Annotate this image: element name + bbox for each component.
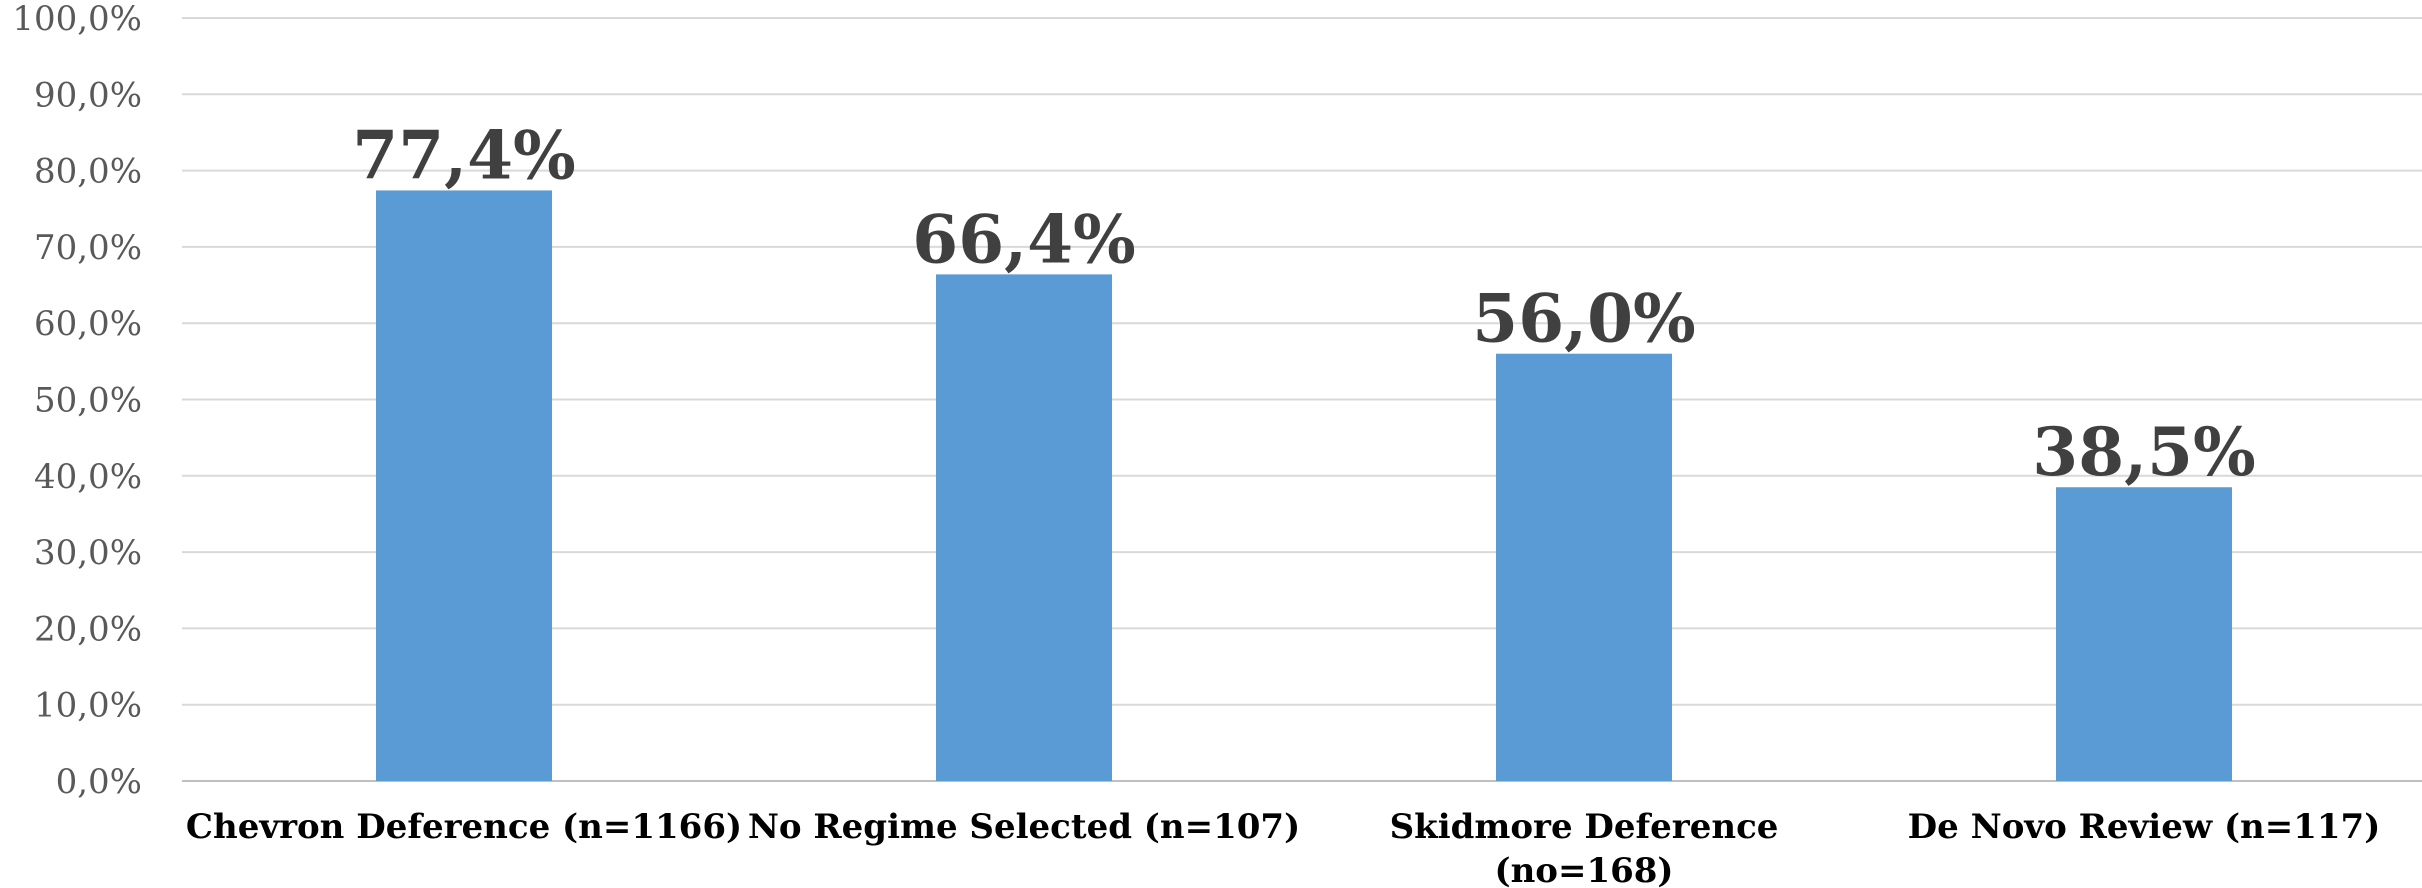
- y-tick-label: 80,0%: [34, 152, 142, 192]
- x-tick-label: No Regime Selected (n=107): [748, 807, 1300, 847]
- y-tick-label: 60,0%: [34, 304, 142, 344]
- bar: [2056, 487, 2232, 781]
- y-axis-tick-labels: 0,0% 10,0% 20,0% 30,0% 40,0% 50,0% 60,0% 70,0% 8…: [12, 0, 142, 802]
- y-tick-label: 30,0%: [34, 533, 142, 573]
- y-tick-label: 40,0%: [34, 457, 142, 497]
- x-axis-category-labels: Chevron Deference (n=1166) No Regime Sele…: [186, 807, 2380, 888]
- data-label: 56,0%: [1472, 280, 1695, 358]
- data-label: 66,4%: [912, 200, 1135, 278]
- data-label: 38,5%: [2032, 413, 2255, 491]
- bar: [936, 274, 1112, 781]
- y-tick-label: 50,0%: [34, 381, 142, 421]
- x-tick-label: Skidmore Deference: [1390, 807, 1779, 847]
- gridlines: [182, 17, 2422, 782]
- x-tick-label: De Novo Review (n=117): [1908, 807, 2381, 847]
- x-tick-label: (no=168): [1494, 851, 1673, 888]
- data-labels: 77,4% 66,4% 56,0% 38,5%: [352, 116, 2255, 491]
- y-tick-label: 10,0%: [34, 686, 142, 726]
- data-label: 77,4%: [352, 116, 575, 194]
- y-tick-label: 70,0%: [34, 228, 142, 268]
- bar: [376, 190, 552, 782]
- y-tick-label: 20,0%: [34, 609, 142, 649]
- bars: [376, 190, 2232, 782]
- bar: [1496, 353, 1672, 781]
- x-tick-label: Chevron Deference (n=1166): [186, 807, 742, 847]
- y-tick-label: 100,0%: [12, 0, 142, 39]
- y-tick-label: 90,0%: [34, 75, 142, 115]
- y-tick-label: 0,0%: [56, 762, 142, 802]
